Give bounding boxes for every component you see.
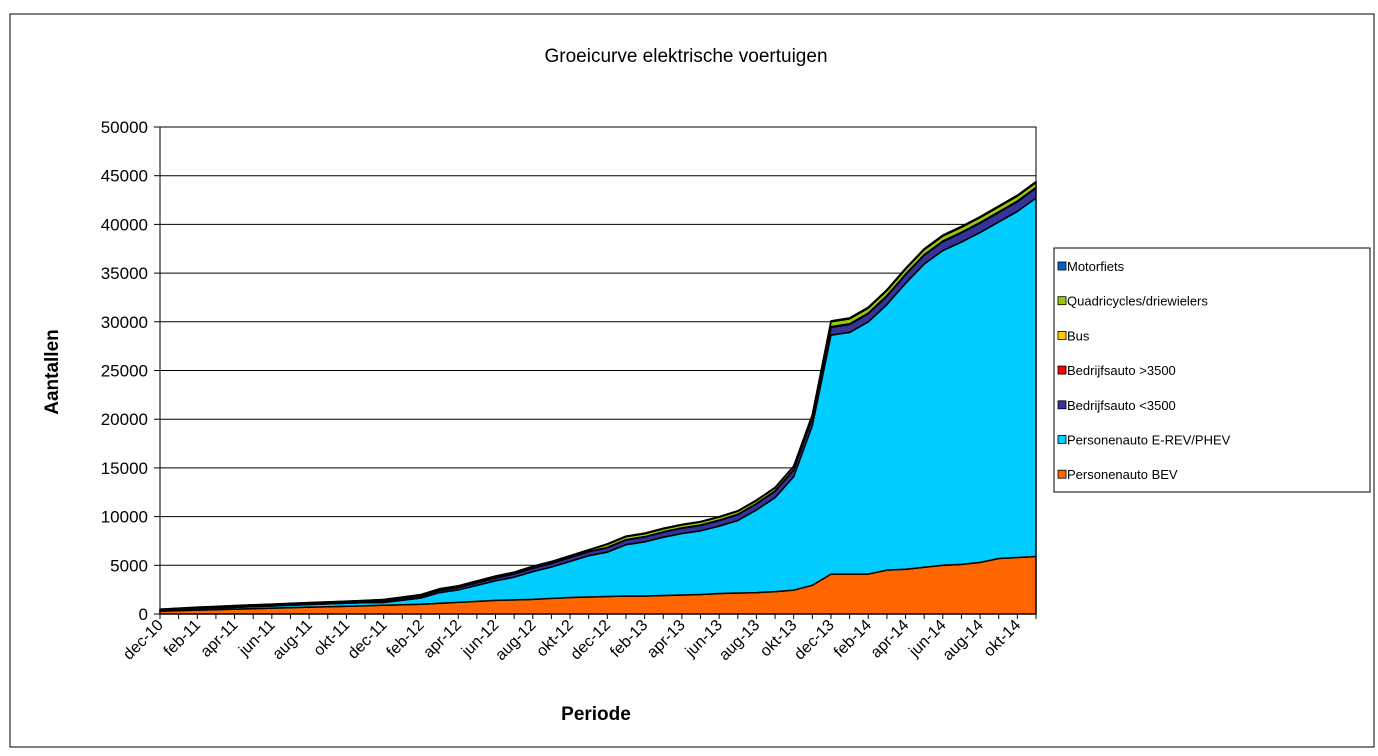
y-tick-label: 20000 bbox=[101, 410, 148, 429]
y-tick-label: 35000 bbox=[101, 264, 148, 283]
legend-swatch bbox=[1057, 400, 1067, 410]
chart-title: Groeicurve elektrische voertuigen bbox=[544, 46, 827, 67]
y-tick-label: 15000 bbox=[101, 459, 148, 478]
legend-swatch bbox=[1057, 330, 1067, 340]
legend-label: Personenauto E-REV/PHEV bbox=[1067, 433, 1231, 448]
legend-label: Motorfiets bbox=[1067, 259, 1125, 274]
legend-swatch bbox=[1057, 469, 1067, 479]
legend-label: Bedrijfsauto >3500 bbox=[1067, 363, 1176, 378]
y-tick-label: 30000 bbox=[101, 313, 148, 332]
legend bbox=[1053, 247, 1371, 493]
legend-swatch bbox=[1057, 261, 1067, 271]
y-tick-label: 45000 bbox=[101, 167, 148, 186]
legend-swatch bbox=[1057, 296, 1067, 306]
plot-border bbox=[159, 126, 1037, 615]
y-tick-label: 10000 bbox=[101, 508, 148, 527]
legend-label: Personenauto BEV bbox=[1067, 467, 1178, 482]
y-axis-label: Aantallen bbox=[42, 329, 63, 415]
x-axis-label: Periode bbox=[561, 704, 631, 725]
legend-label: Bus bbox=[1067, 328, 1090, 343]
y-tick-label: 50000 bbox=[101, 118, 148, 137]
legend-swatch bbox=[1057, 365, 1067, 375]
legend-label: Bedrijfsauto <3500 bbox=[1067, 398, 1176, 413]
y-tick-label: 40000 bbox=[101, 215, 148, 234]
legend-label: Quadricycles/driewielers bbox=[1067, 294, 1208, 309]
legend-swatch bbox=[1057, 435, 1067, 444]
y-tick-label: 25000 bbox=[101, 362, 148, 381]
y-tick-label: 5000 bbox=[110, 556, 148, 575]
y-tick-label: 0 bbox=[139, 605, 148, 624]
